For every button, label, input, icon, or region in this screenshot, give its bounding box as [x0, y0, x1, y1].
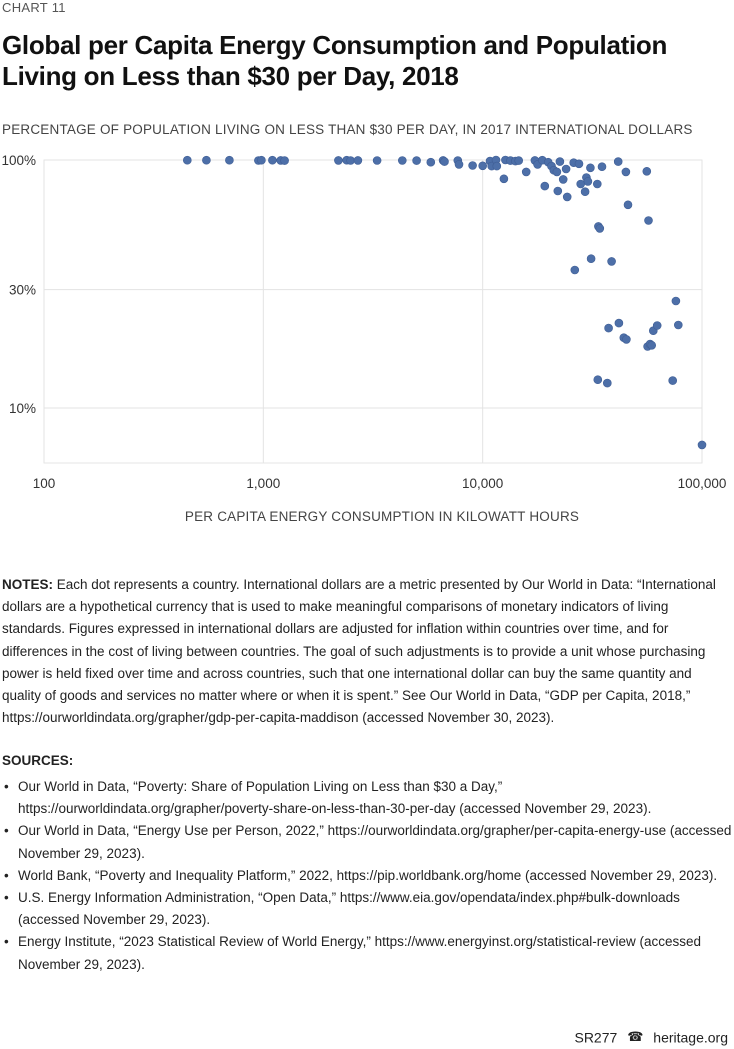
notes-text: Each dot represents a country. Internati…	[2, 577, 716, 726]
chart-number: CHART 11	[2, 0, 66, 15]
data-point	[586, 254, 596, 263]
data-point	[334, 156, 343, 165]
scatter-chart: 100 1,000 10,000 100,000 100% 30% 10%	[1, 153, 726, 491]
data-point	[570, 265, 580, 275]
data-point	[595, 224, 605, 233]
data-point	[521, 167, 531, 177]
data-point	[583, 177, 593, 186]
data-point	[397, 156, 407, 165]
data-point	[478, 161, 488, 171]
data-point	[562, 192, 572, 202]
chart-title: Global per Capita Energy Consumption and…	[2, 30, 668, 91]
data-point	[652, 321, 662, 330]
source-item: U.S. Energy Information Administration, …	[2, 887, 734, 931]
data-point	[558, 175, 568, 184]
source-item: World Bank, “Poverty and Inequality Plat…	[2, 865, 734, 887]
y-tick-label: 30%	[9, 283, 36, 298]
data-point	[225, 155, 234, 165]
data-point	[574, 159, 584, 169]
data-point	[647, 341, 657, 350]
data-point	[621, 167, 631, 177]
data-point	[440, 157, 449, 166]
source-item: Our World in Data, “Poverty: Share of Po…	[2, 776, 734, 820]
y-tick-label: 10%	[9, 401, 36, 416]
chart-points	[183, 155, 707, 450]
data-point	[607, 257, 616, 266]
data-point	[592, 179, 602, 189]
data-point	[602, 378, 612, 388]
chart-tick-labels: 100 1,000 10,000 100,000 100% 30% 10%	[1, 153, 726, 491]
footer: SR277 ☎ heritage.org	[574, 1028, 728, 1045]
site-link[interactable]: heritage.org	[653, 1029, 728, 1046]
notes-block: NOTES: Each dot represents a country. In…	[2, 574, 726, 729]
data-point	[353, 156, 363, 165]
data-point	[668, 376, 678, 385]
data-point	[593, 375, 603, 384]
data-point	[454, 160, 464, 169]
data-point	[671, 296, 681, 306]
data-point	[673, 320, 683, 330]
data-point	[499, 174, 509, 184]
data-point	[257, 155, 266, 165]
y-axis-label: PERCENTAGE OF POPULATION LIVING ON LESS …	[2, 122, 693, 137]
data-point	[580, 187, 590, 197]
plot-frame	[43, 159, 703, 464]
data-point	[622, 335, 631, 344]
data-point	[604, 323, 613, 333]
data-point	[623, 200, 633, 210]
x-tick-label: 100	[33, 476, 56, 491]
sources-list: Our World in Data, “Poverty: Share of Po…	[2, 776, 734, 976]
data-point	[280, 156, 289, 165]
data-point	[614, 318, 624, 328]
data-point	[555, 157, 565, 166]
data-point	[268, 155, 277, 165]
x-tick-label: 100,000	[678, 476, 727, 491]
data-point	[642, 166, 652, 176]
data-point	[372, 156, 382, 165]
data-point	[613, 157, 623, 166]
source-item: Our World in Data, “Energy Use per Perso…	[2, 820, 734, 864]
data-point	[552, 167, 562, 177]
y-tick-label: 100%	[1, 153, 36, 168]
data-point	[514, 156, 524, 165]
x-axis-label: PER CAPITA ENERGY CONSUMPTION IN KILOWAT…	[184, 509, 580, 524]
data-point	[492, 161, 502, 171]
chart-grid	[43, 159, 703, 464]
data-point	[586, 163, 595, 173]
data-point	[561, 164, 571, 174]
notes-label: NOTES:	[2, 577, 54, 592]
data-point	[597, 162, 607, 172]
data-point	[576, 179, 586, 189]
data-point	[346, 156, 355, 165]
data-point	[697, 440, 707, 450]
data-point	[426, 157, 436, 167]
data-point	[644, 216, 653, 225]
x-tick-label: 1,000	[246, 476, 280, 491]
data-point	[412, 156, 421, 165]
liberty-bell-icon: ☎	[627, 1029, 644, 1045]
data-point	[202, 155, 211, 165]
data-point	[468, 161, 477, 170]
source-item: Energy Institute, “2023 Statistical Revi…	[2, 931, 734, 975]
data-point	[183, 155, 192, 165]
x-tick-label: 10,000	[462, 476, 503, 491]
sources-heading: SOURCES:	[2, 753, 74, 768]
data-point	[540, 181, 550, 191]
data-point	[553, 186, 563, 196]
report-id: SR277	[574, 1029, 618, 1046]
